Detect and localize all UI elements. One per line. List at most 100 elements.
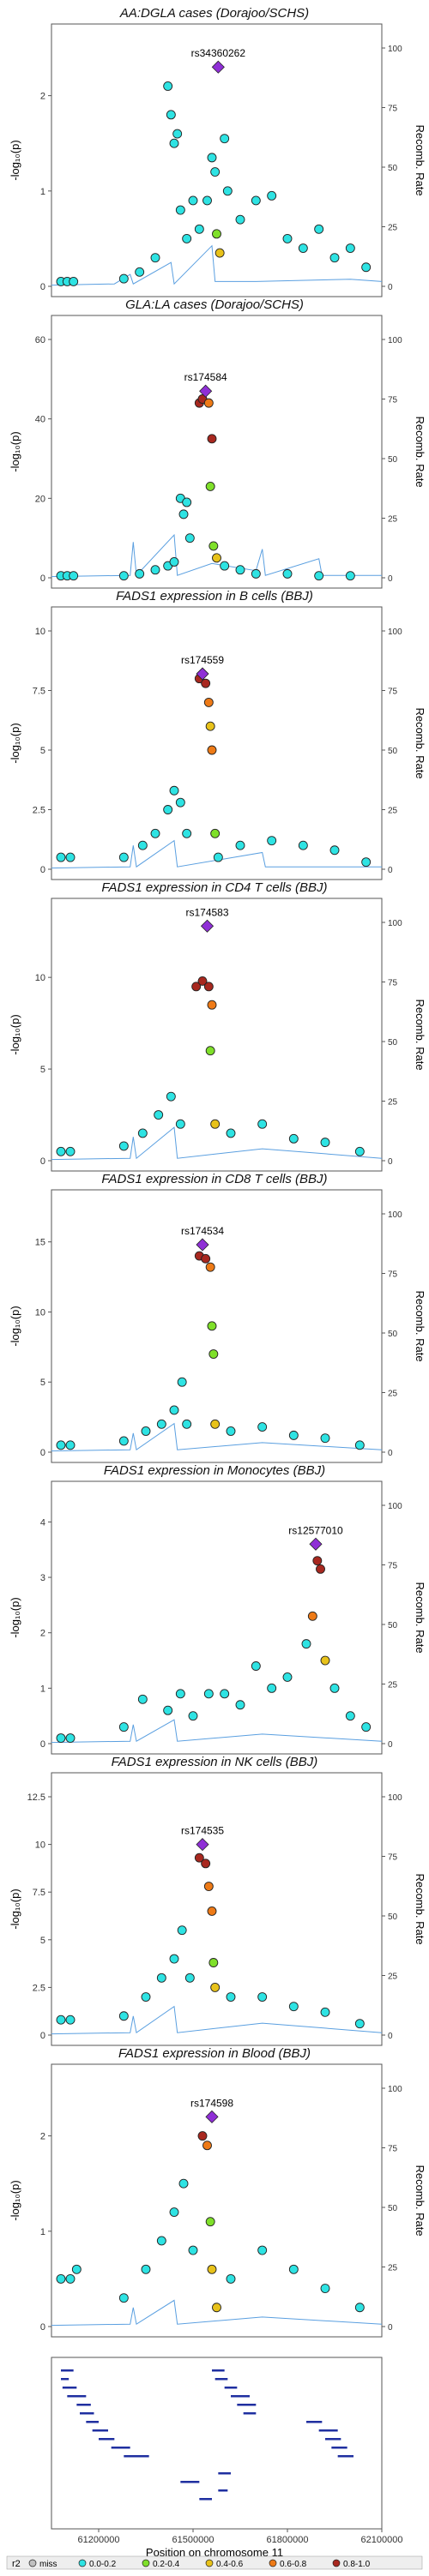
snp-point bbox=[222, 186, 233, 196]
gene-bar bbox=[224, 2387, 238, 2389]
snp-point bbox=[163, 805, 173, 814]
snp-point bbox=[175, 205, 185, 215]
y2-tick-label: 75 bbox=[388, 396, 398, 405]
legend-swatch bbox=[332, 2559, 341, 2567]
y-tick-label: 0 bbox=[40, 865, 45, 875]
lead-snp-marker bbox=[196, 1238, 209, 1252]
y2-tick-label: 75 bbox=[388, 2145, 398, 2154]
snp-point bbox=[267, 190, 277, 201]
snp-point bbox=[205, 721, 215, 731]
snp-point bbox=[56, 1146, 66, 1156]
y2-tick-label: 0 bbox=[388, 283, 393, 292]
snp-point bbox=[175, 1689, 185, 1699]
y2-tick-label: 100 bbox=[388, 45, 402, 54]
snp-point bbox=[251, 195, 261, 206]
panel-title: AA:DGLA cases (Dorajoo/SCHS) bbox=[119, 6, 309, 21]
snp-point bbox=[202, 195, 212, 206]
snp-point bbox=[207, 153, 217, 163]
y2-tick-label: 75 bbox=[388, 1853, 398, 1863]
snp-point bbox=[329, 1683, 340, 1693]
snp-point bbox=[150, 253, 160, 263]
snp-point bbox=[197, 976, 208, 986]
snp-point bbox=[166, 1091, 176, 1102]
gene-bar bbox=[99, 2438, 115, 2441]
gene-bar bbox=[325, 2438, 341, 2441]
legend-label: 0.4-0.6 bbox=[216, 2560, 244, 2569]
gene-bar bbox=[331, 2447, 347, 2449]
snp-point bbox=[166, 110, 176, 120]
gene-bar bbox=[86, 2421, 99, 2423]
snp-point bbox=[178, 509, 189, 519]
snp-point bbox=[197, 2131, 208, 2141]
snp-point bbox=[182, 497, 192, 507]
snp-point bbox=[150, 565, 160, 575]
panel-title: FADS1 expression in CD4 T cells (BBJ) bbox=[101, 880, 327, 895]
snp-point bbox=[56, 1440, 66, 1450]
snp-point bbox=[288, 2264, 299, 2274]
y2-tick-label: 50 bbox=[388, 1038, 398, 1048]
snp-point bbox=[65, 2273, 76, 2284]
gene-bar bbox=[237, 2404, 257, 2406]
y-tick-label: 40 bbox=[35, 415, 45, 425]
legend-label: 0.6-0.8 bbox=[280, 2560, 307, 2569]
y2-tick-label: 75 bbox=[388, 688, 398, 697]
y-tick-label: 12.5 bbox=[27, 1792, 45, 1803]
y-tick-label: 20 bbox=[35, 494, 45, 504]
snp-point bbox=[194, 224, 204, 234]
snp-point bbox=[69, 571, 79, 581]
lead-snp-label: rs174535 bbox=[181, 1825, 224, 1837]
y-tick-label: 5 bbox=[40, 1936, 45, 1946]
y2-tick-label: 50 bbox=[388, 164, 398, 173]
snp-point bbox=[177, 1377, 187, 1387]
y2-tick-label: 100 bbox=[388, 336, 402, 345]
gene-bar bbox=[62, 2387, 77, 2389]
y-tick-label: 0 bbox=[40, 2031, 45, 2041]
snp-point bbox=[282, 233, 293, 243]
gene-bar bbox=[61, 2369, 74, 2372]
snp-point bbox=[65, 852, 76, 862]
gene-bar bbox=[67, 2395, 87, 2398]
gene-track: 61200000 61500000 61800000 62100000 Position… bbox=[51, 2357, 402, 2559]
gene-bar bbox=[318, 2429, 338, 2432]
x-tick-label: 61800000 bbox=[267, 2535, 309, 2545]
snp-point bbox=[194, 1852, 204, 1863]
snp-point bbox=[314, 571, 324, 581]
snp-point bbox=[220, 561, 230, 571]
y2-axis-label: Recomb. Rate bbox=[414, 1873, 426, 1944]
y2-tick-label: 25 bbox=[388, 2264, 398, 2273]
y2-tick-label: 100 bbox=[388, 2085, 402, 2094]
y2-tick-label: 0 bbox=[388, 866, 393, 875]
snp-point bbox=[257, 1992, 268, 2002]
panel-4: FADS1 expression in CD4 T cells (BBJ) 0 5 1… bbox=[9, 880, 426, 1172]
snp-point bbox=[220, 134, 230, 144]
snp-point bbox=[207, 2264, 217, 2274]
snp-point bbox=[135, 568, 145, 579]
gene-bar bbox=[231, 2395, 250, 2398]
snp-point bbox=[65, 1146, 76, 1156]
snp-point bbox=[267, 1683, 277, 1693]
snp-point bbox=[288, 2002, 299, 2012]
y2-axis-label: Recomb. Rate bbox=[414, 999, 426, 1070]
y2-tick-label: 0 bbox=[388, 1449, 393, 1458]
y-tick-label: 1 bbox=[40, 1684, 45, 1694]
snp-point bbox=[298, 243, 308, 253]
snp-point bbox=[226, 1128, 236, 1138]
snp-point bbox=[203, 697, 214, 707]
snp-point bbox=[208, 1958, 219, 1967]
y-tick-label: 4 bbox=[40, 1517, 45, 1528]
panel-6: FADS1 expression in Monocytes (BBJ) 0 1 2 3 4… bbox=[9, 1463, 426, 1755]
snp-point bbox=[288, 1430, 299, 1440]
y-axis-label: -log₁₀(p) bbox=[9, 1888, 21, 1929]
r2-legend: r2 miss 0.0-0.2 0.2-0.4 0.4-0.6 0.6-0.8 0.8-1.… bbox=[6, 2555, 423, 2570]
y-tick-label: 5 bbox=[40, 746, 45, 756]
legend-label: miss bbox=[39, 2560, 57, 2569]
gene-bar bbox=[337, 2455, 353, 2458]
legend-swatch bbox=[269, 2559, 277, 2567]
snp-point bbox=[156, 2236, 166, 2246]
y-tick-label: 0 bbox=[40, 2322, 45, 2333]
snp-point bbox=[169, 785, 179, 796]
panel-title: FADS1 expression in CD8 T cells (BBJ) bbox=[101, 1172, 327, 1186]
recomb-rate-line bbox=[51, 2005, 383, 2035]
x-tick-label: 61200000 bbox=[78, 2535, 120, 2545]
snp-point bbox=[203, 398, 214, 408]
